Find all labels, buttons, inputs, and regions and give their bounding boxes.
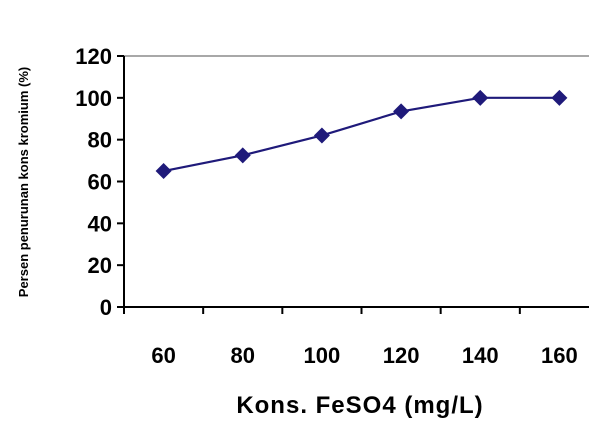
data-point-marker bbox=[551, 89, 568, 106]
plot-area: 0 20 40 60 80 100 120 60 80 100 120 140 160 bbox=[75, 44, 589, 368]
data-point-marker bbox=[155, 163, 172, 180]
series-line bbox=[163, 96, 560, 173]
x-tick-label: 160 bbox=[541, 343, 578, 368]
y-tick-label: 20 bbox=[88, 253, 112, 278]
data-point-marker bbox=[472, 89, 489, 106]
x-tick-label: 60 bbox=[151, 343, 175, 368]
y-tick-label: 120 bbox=[75, 44, 112, 69]
x-tick-label: 80 bbox=[231, 343, 255, 368]
x-axis-title: Kons. FeSO4 (mg/L) bbox=[236, 392, 483, 419]
data-point-marker bbox=[313, 127, 330, 144]
y-axis-title: Persen penurunan kons kromium (%) bbox=[16, 67, 31, 297]
y-tick-label: 80 bbox=[88, 128, 112, 153]
data-point-marker bbox=[393, 103, 410, 120]
x-tick-label: 120 bbox=[383, 343, 420, 368]
y-tick-label: 40 bbox=[88, 211, 112, 236]
x-tick-label: 100 bbox=[304, 343, 341, 368]
x-tick-label: 140 bbox=[462, 343, 499, 368]
y-tick-label: 100 bbox=[75, 86, 112, 111]
data-point-marker bbox=[234, 147, 251, 164]
y-tick-label: 0 bbox=[100, 295, 112, 320]
y-tick-label: 60 bbox=[88, 170, 112, 195]
